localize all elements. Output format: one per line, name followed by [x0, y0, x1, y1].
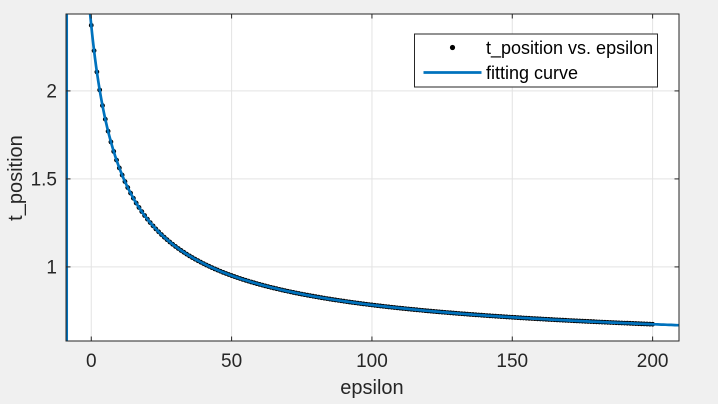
- tick-labels: 0 50 100 150 200 1 1.5 2: [31, 81, 669, 372]
- y-axis-label: t_position: [5, 135, 27, 221]
- data-layer: [66, 14, 679, 341]
- plot-border: [65, 13, 680, 342]
- y-tick-label: 2: [46, 81, 57, 102]
- x-tick-label: 50: [221, 351, 242, 372]
- legend-entry-fit-label: fitting curve: [486, 63, 578, 83]
- x-tick-label: 200: [637, 351, 669, 372]
- y-tick-label: 1: [46, 257, 57, 278]
- x-tick-label: 0: [86, 351, 97, 372]
- axis-ticks: [66, 14, 679, 341]
- fitting-curve-line: [66, 14, 679, 341]
- scatter-marker-icon: [449, 44, 456, 51]
- x-tick-label: 100: [356, 351, 388, 372]
- x-axis-label: epsilon: [340, 377, 403, 399]
- legend: t_position vs. epsilon fitting curve: [414, 33, 658, 88]
- legend-entry-scatter-label: t_position vs. epsilon: [486, 38, 653, 59]
- y-tick-label: 1.5: [31, 169, 57, 190]
- legend-box: [414, 33, 658, 88]
- x-tick-label: 150: [496, 351, 528, 372]
